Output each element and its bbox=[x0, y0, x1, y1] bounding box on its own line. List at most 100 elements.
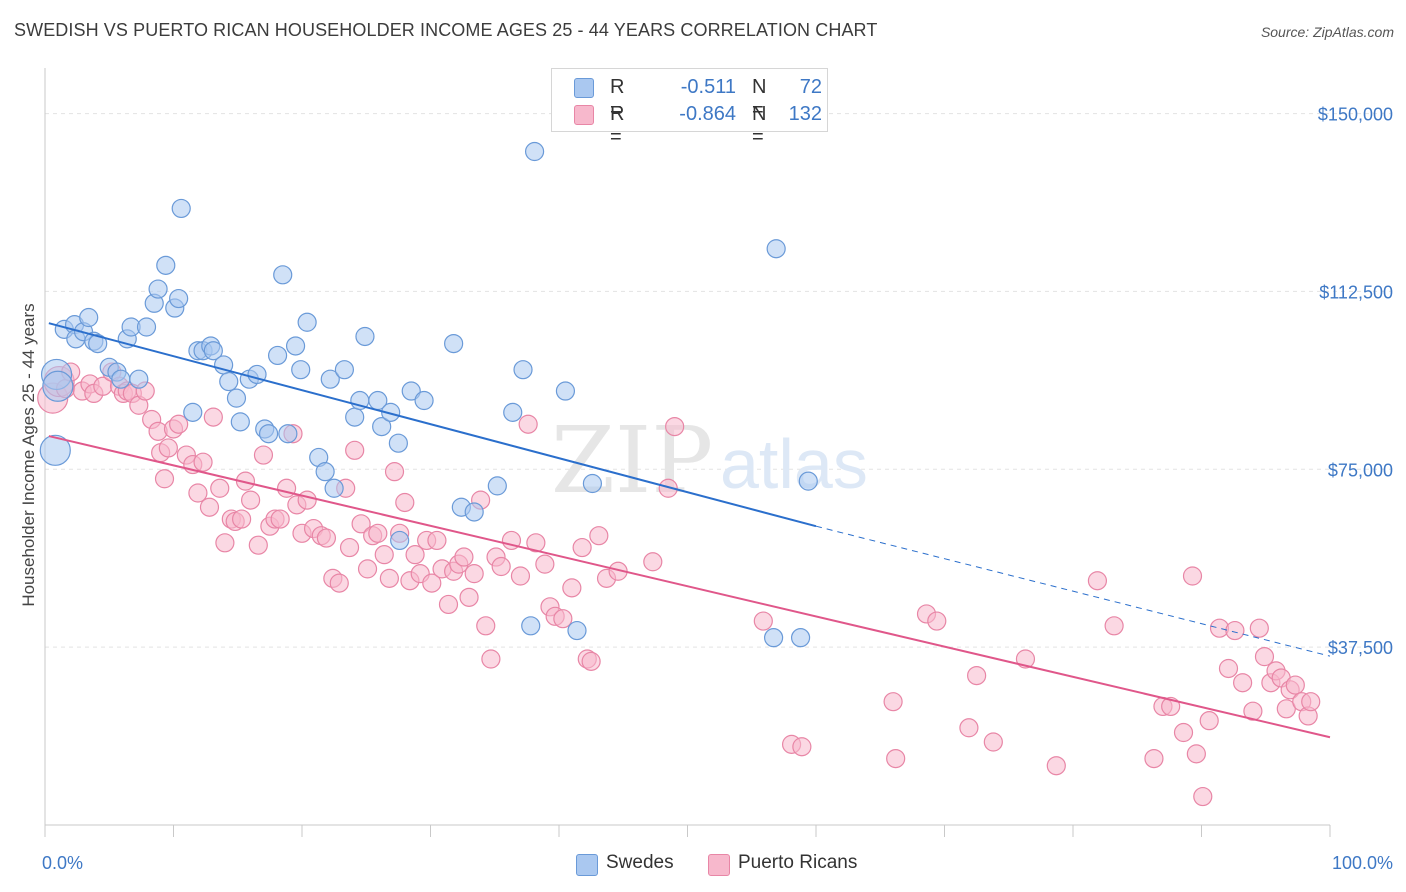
puerto-ricans-point bbox=[351, 514, 371, 534]
puerto-ricans-point bbox=[572, 537, 592, 558]
puerto-ricans-point bbox=[983, 732, 1003, 752]
swedes-point bbox=[401, 381, 421, 401]
correlation-legend: R = -0.511 N = 72 R = -0.864 N = 132 bbox=[551, 68, 828, 148]
puerto-ricans-point bbox=[384, 462, 405, 482]
swedes-point bbox=[129, 369, 149, 389]
y-tick-labels: $37,500 $75,000 $112,500 $150,000 bbox=[1318, 105, 1393, 659]
swedes-point bbox=[219, 371, 239, 392]
puerto-ricans-swatch bbox=[574, 105, 594, 125]
puerto-ricans-point bbox=[1144, 748, 1164, 769]
puerto-ricans-point bbox=[253, 445, 274, 465]
puerto-ricans-point bbox=[427, 530, 447, 551]
puerto-ricans-trend-line bbox=[48, 435, 1331, 739]
chart-title: SWEDISH VS PUERTO RICAN HOUSEHOLDER INCO… bbox=[14, 20, 878, 40]
puerto-ricans-point bbox=[215, 533, 235, 553]
puerto-ricans-point bbox=[1046, 756, 1066, 776]
swedes-point bbox=[503, 402, 523, 422]
puerto-ricans-point bbox=[518, 414, 538, 434]
puerto-ricans-point bbox=[297, 490, 317, 510]
puerto-ricans-point bbox=[643, 552, 663, 572]
puerto-ricans-point bbox=[1193, 786, 1213, 807]
swedes-point bbox=[88, 334, 108, 354]
gridlines bbox=[45, 113, 1392, 648]
swedes-point bbox=[273, 265, 293, 285]
puerto-ricans-point bbox=[481, 649, 501, 669]
puerto-ricans-point bbox=[232, 509, 252, 529]
puerto-ricans-point bbox=[927, 611, 947, 631]
swedes-point bbox=[524, 141, 545, 162]
n-label: N = bbox=[752, 76, 767, 121]
puerto-ricans-point bbox=[1161, 696, 1181, 717]
swedes-point bbox=[42, 370, 74, 402]
puerto-ricans-point bbox=[1225, 620, 1245, 641]
trend-lines bbox=[48, 322, 1331, 739]
n-label: N = bbox=[752, 103, 767, 148]
puerto-ricans-point bbox=[405, 545, 425, 565]
puerto-ricans-swatch bbox=[708, 854, 730, 876]
puerto-ricans-point bbox=[581, 651, 601, 671]
swedes-point bbox=[183, 402, 203, 422]
puerto-ricans-point bbox=[241, 490, 261, 510]
puerto-ricans-point bbox=[562, 578, 582, 598]
swedes-trend-extension bbox=[815, 525, 1331, 657]
puerto-ricans-point bbox=[270, 509, 290, 529]
puerto-ricans-point bbox=[553, 609, 573, 629]
swedes-point bbox=[136, 317, 157, 337]
swedes-point bbox=[203, 341, 223, 361]
swedes-point bbox=[414, 390, 434, 411]
swedes-point bbox=[355, 326, 375, 347]
swedes-point bbox=[345, 407, 365, 427]
puerto-ricans-point bbox=[1254, 647, 1275, 667]
swedes-point bbox=[582, 473, 603, 494]
puerto-ricans-point bbox=[535, 554, 555, 574]
swedes-point bbox=[111, 369, 131, 389]
puerto-ricans-point bbox=[476, 616, 496, 636]
puerto-ricans-point bbox=[886, 748, 906, 769]
swedes-point bbox=[790, 628, 811, 648]
swedes-points bbox=[39, 141, 818, 648]
puerto-ricans-point bbox=[967, 665, 987, 686]
x-tick-label: 0.0% bbox=[42, 853, 83, 873]
puerto-ricans-point bbox=[792, 737, 812, 757]
puerto-ricans-point bbox=[589, 526, 609, 546]
y-axis-label: Householder Income Ages 25 - 44 years bbox=[19, 303, 38, 606]
puerto-ricans-point bbox=[1233, 673, 1253, 693]
swedes-point bbox=[388, 433, 408, 453]
puerto-ricans-point bbox=[883, 692, 903, 712]
puerto-ricans-point bbox=[374, 545, 394, 565]
swedes-point bbox=[372, 417, 392, 437]
puerto-ricans-point bbox=[665, 417, 685, 437]
puerto-ricans-point bbox=[345, 440, 365, 460]
puerto-ricans-point bbox=[464, 564, 484, 584]
puerto-ricans-point bbox=[438, 594, 459, 615]
puerto-ricans-point bbox=[276, 478, 297, 498]
swedes-point bbox=[766, 239, 786, 259]
puerto-ricans-point bbox=[154, 469, 175, 489]
puerto-ricans-point bbox=[203, 407, 223, 427]
swedes-point bbox=[258, 424, 279, 444]
puerto-ricans-point bbox=[1186, 744, 1206, 764]
puerto-ricans-point bbox=[1243, 701, 1263, 721]
swedes-point bbox=[297, 312, 317, 332]
source-label: Source: ZipAtlas.com bbox=[1260, 24, 1394, 40]
puerto-ricans-point bbox=[248, 535, 268, 555]
watermark-zip: ZIP bbox=[551, 407, 713, 514]
r-value: -0.511 bbox=[680, 76, 736, 98]
series-legend: Swedes Puerto Ricans bbox=[0, 852, 1406, 878]
x-tick-labels: 0.0% 100.0% bbox=[42, 853, 1393, 873]
puerto-ricans-point bbox=[329, 573, 349, 593]
swedes-point bbox=[381, 402, 401, 422]
watermark-atlas: atlas bbox=[720, 425, 868, 503]
puerto-ricans-point bbox=[753, 611, 773, 631]
puerto-ricans-point bbox=[1199, 711, 1219, 731]
swedes-point bbox=[487, 476, 507, 496]
puerto-ricans-point bbox=[1285, 675, 1305, 695]
y-tick-label: $37,500 bbox=[1328, 638, 1393, 658]
n-value: 132 bbox=[788, 103, 822, 125]
puerto-ricans-point bbox=[379, 568, 399, 588]
puerto-ricans-point bbox=[158, 438, 178, 458]
swedes-point bbox=[79, 307, 99, 328]
puerto-ricans-point bbox=[1087, 571, 1108, 591]
puerto-ricans-point bbox=[199, 497, 220, 517]
